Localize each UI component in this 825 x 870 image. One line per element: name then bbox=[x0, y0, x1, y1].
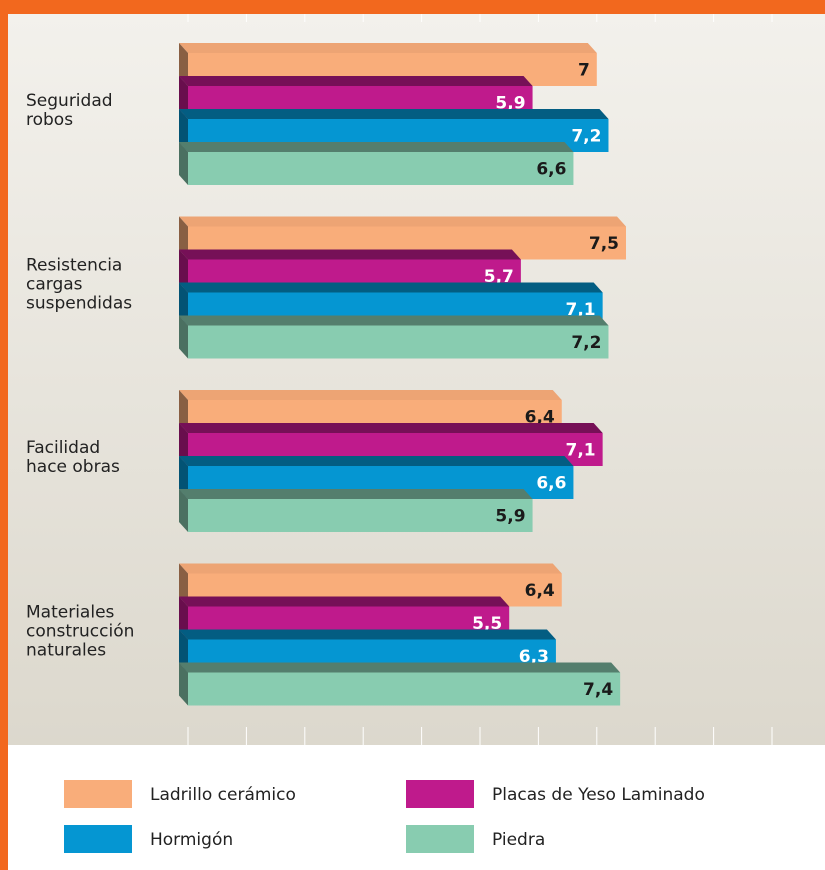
value-label: 7,2 bbox=[571, 127, 601, 147]
legend-swatch bbox=[406, 825, 474, 853]
bar-side bbox=[179, 596, 188, 640]
bar bbox=[188, 152, 574, 185]
bar-side bbox=[179, 43, 188, 86]
bar-side bbox=[179, 390, 188, 433]
bar-top bbox=[179, 456, 574, 466]
value-label: 7,4 bbox=[583, 680, 613, 700]
value-label: 6,3 bbox=[519, 647, 549, 667]
bar-side bbox=[179, 109, 188, 152]
bar-side bbox=[179, 315, 188, 359]
bar-top bbox=[179, 563, 562, 574]
frame-top bbox=[0, 0, 825, 14]
bar-side bbox=[179, 563, 188, 607]
category-label: Resistencia cargas suspendidas bbox=[26, 255, 133, 313]
bar-side bbox=[179, 662, 188, 706]
bar-side bbox=[179, 423, 188, 466]
bar-top bbox=[179, 142, 574, 152]
bar-top bbox=[179, 109, 609, 119]
value-label: 5,9 bbox=[495, 94, 525, 114]
value-label: 6,6 bbox=[536, 474, 566, 494]
bar-side bbox=[179, 489, 188, 532]
bar-side bbox=[179, 249, 188, 293]
value-label: 7,2 bbox=[571, 333, 601, 353]
value-label: 7,1 bbox=[566, 441, 596, 461]
bar-top bbox=[179, 282, 603, 293]
bar-side bbox=[179, 629, 188, 673]
bar-side bbox=[179, 282, 188, 326]
bar-side bbox=[179, 456, 188, 499]
bar-top bbox=[179, 76, 533, 86]
bar-top bbox=[179, 662, 621, 673]
value-label: 6,4 bbox=[525, 581, 555, 601]
bar-top bbox=[179, 216, 626, 227]
legend-label: Piedra bbox=[492, 830, 545, 850]
bar-top bbox=[179, 315, 609, 326]
category-label: Seguridad robos bbox=[26, 91, 113, 130]
bar-top bbox=[179, 423, 603, 433]
bar-top bbox=[179, 629, 556, 640]
category-label: Materiales construcción naturales bbox=[26, 602, 135, 660]
frame-left bbox=[0, 0, 8, 870]
bar-top bbox=[179, 43, 597, 53]
value-label: 5,9 bbox=[495, 507, 525, 527]
legend-label: Hormigón bbox=[150, 830, 233, 850]
value-label: 7,1 bbox=[566, 300, 596, 320]
value-label: 6,4 bbox=[525, 408, 555, 428]
bar-top bbox=[179, 390, 562, 400]
bar-top bbox=[179, 489, 533, 499]
legend-swatch bbox=[64, 780, 132, 808]
value-label: 7 bbox=[578, 61, 590, 81]
bar bbox=[188, 672, 621, 706]
value-label: 5,5 bbox=[472, 614, 502, 634]
legend-label: Ladrillo cerámico bbox=[150, 785, 296, 805]
value-label: 5,7 bbox=[484, 267, 514, 287]
legend-swatch bbox=[406, 780, 474, 808]
value-label: 7,5 bbox=[589, 234, 619, 254]
bar-side bbox=[179, 76, 188, 119]
bar bbox=[188, 499, 533, 532]
bar-side bbox=[179, 216, 188, 260]
legend-label: Placas de Yeso Laminado bbox=[492, 785, 705, 805]
value-label: 6,6 bbox=[536, 160, 566, 180]
bar bbox=[188, 325, 609, 359]
bar-top bbox=[179, 596, 510, 607]
bar-side bbox=[179, 142, 188, 185]
legend-swatch bbox=[64, 825, 132, 853]
category-label: Facilidad hace obras bbox=[26, 438, 120, 477]
bar-top bbox=[179, 249, 521, 260]
